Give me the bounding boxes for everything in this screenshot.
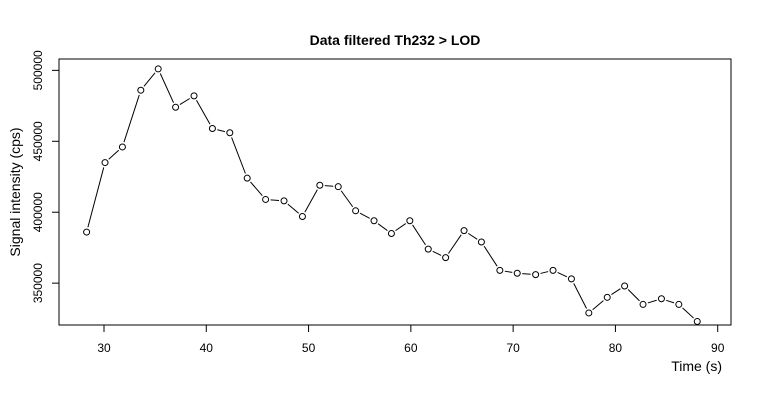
series-line-segment xyxy=(504,270,513,273)
data-point xyxy=(693,317,701,325)
data-point xyxy=(316,181,324,189)
series-line-segment xyxy=(647,299,657,304)
data-point xyxy=(352,207,360,215)
series-line-segment xyxy=(592,300,604,311)
series-line-segment xyxy=(432,250,442,256)
series-line-segment xyxy=(179,98,191,106)
series-line-segment xyxy=(627,289,640,302)
series-line-segment xyxy=(159,73,174,103)
series-layer xyxy=(83,65,701,325)
series-line-segment xyxy=(287,203,299,214)
data-point xyxy=(567,275,575,283)
data-point xyxy=(675,300,683,308)
series-line-segment xyxy=(395,223,407,232)
data-point xyxy=(298,212,306,220)
series-line-segment xyxy=(359,212,370,219)
series-line-segment xyxy=(196,99,211,125)
series-line-segment xyxy=(557,272,568,278)
series-line-segment xyxy=(412,224,426,246)
series-line-segment xyxy=(123,94,140,143)
series-line-segment xyxy=(250,181,263,196)
y-tick-label: 400000 xyxy=(31,192,45,232)
data-point xyxy=(190,92,198,100)
data-point xyxy=(280,197,288,205)
series-line-segment xyxy=(611,288,621,296)
x-tick-label: 90 xyxy=(711,341,725,355)
x-axis: 30 40 50 60 70 80 90 xyxy=(97,324,725,355)
series-line-segment xyxy=(87,167,105,228)
series-line-segment xyxy=(540,271,549,274)
series-line-segment xyxy=(666,299,675,304)
series-line-segment xyxy=(448,234,462,254)
data-point xyxy=(549,266,557,274)
series-line-segment xyxy=(231,137,246,174)
data-point xyxy=(585,309,593,317)
data-point xyxy=(101,159,109,167)
series-line-segment xyxy=(573,283,587,309)
series-line-segment xyxy=(340,190,354,208)
series-line-segment xyxy=(682,307,694,319)
series-line-segment xyxy=(270,199,280,201)
data-point xyxy=(513,269,521,277)
x-tick-label: 50 xyxy=(302,341,316,355)
y-tick-label: 500000 xyxy=(31,50,45,90)
data-point xyxy=(387,229,395,237)
data-point xyxy=(243,174,251,182)
plot-frame xyxy=(58,58,732,326)
x-axis-title: Time (s) xyxy=(671,358,722,374)
data-point xyxy=(621,282,629,290)
series-line-segment xyxy=(377,223,388,231)
chart-title: Data filtered Th232 > LOD xyxy=(310,32,481,48)
y-axis-title: Signal intensity (cps) xyxy=(7,127,23,256)
data-point xyxy=(370,217,378,225)
series-line-segment xyxy=(467,232,478,240)
data-point xyxy=(477,238,485,246)
series-line-segment xyxy=(143,72,156,87)
data-point xyxy=(118,143,126,151)
data-point xyxy=(262,195,270,203)
data-point xyxy=(83,228,91,236)
data-point xyxy=(657,295,665,303)
y-axis: 350000 400000 450000 500000 xyxy=(31,50,60,303)
series-line-segment xyxy=(217,129,226,133)
data-point xyxy=(532,271,540,279)
data-point xyxy=(496,266,504,274)
data-point xyxy=(137,86,145,94)
data-point xyxy=(460,227,468,235)
y-tick-label: 450000 xyxy=(31,121,45,161)
x-tick-label: 70 xyxy=(506,341,520,355)
data-point xyxy=(442,254,450,262)
y-tick-label: 350000 xyxy=(31,263,45,303)
data-point xyxy=(154,65,162,73)
x-tick-label: 80 xyxy=(609,341,623,355)
x-tick-label: 40 xyxy=(200,341,214,355)
x-tick-label: 60 xyxy=(404,341,418,355)
series-line-segment xyxy=(108,149,120,160)
data-point xyxy=(603,293,611,301)
data-point xyxy=(172,103,180,111)
series-line-segment xyxy=(304,189,318,213)
data-point xyxy=(208,125,216,133)
series-line-segment xyxy=(522,273,531,275)
data-point xyxy=(639,300,647,308)
data-point xyxy=(226,129,234,137)
series-line-segment xyxy=(324,185,334,187)
data-point xyxy=(424,245,432,253)
data-point xyxy=(334,183,342,191)
x-tick-label: 30 xyxy=(97,341,111,355)
data-point xyxy=(406,217,414,225)
series-line-segment xyxy=(483,245,498,267)
